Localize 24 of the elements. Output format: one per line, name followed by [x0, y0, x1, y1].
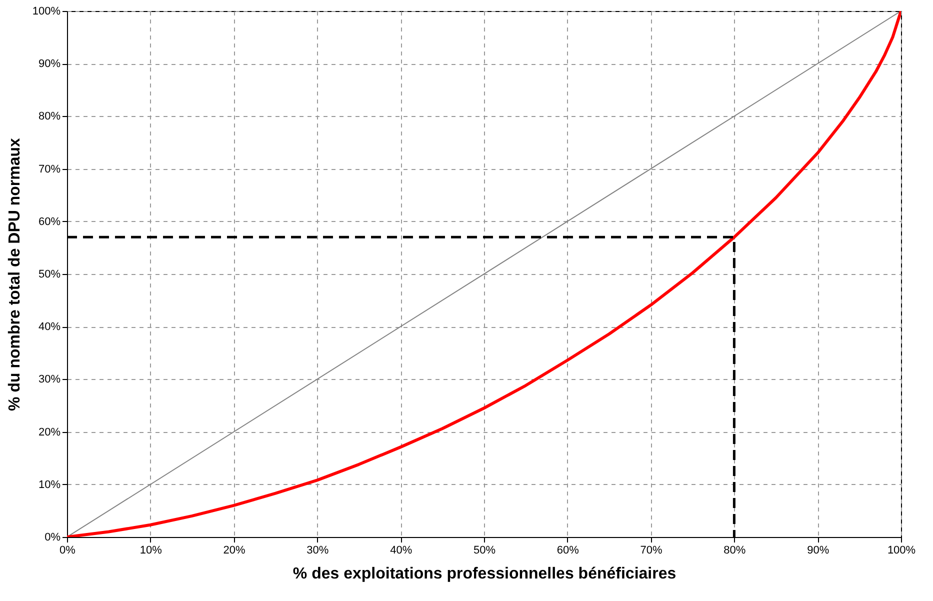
- y-tick-label: 100%: [32, 6, 61, 18]
- x-tick-label: 70%: [640, 544, 663, 556]
- y-tick-label: 80%: [38, 110, 61, 123]
- y-tick-label: 20%: [38, 426, 61, 438]
- y-axis-title: % du nombre total de DPU normaux: [6, 138, 24, 411]
- x-tick-label: 50%: [473, 544, 496, 556]
- y-tick-label: 40%: [38, 321, 61, 334]
- x-tick-label: 30%: [306, 544, 329, 556]
- y-tick-label: 50%: [38, 268, 61, 280]
- x-tick-label: 90%: [807, 544, 830, 556]
- x-tick-label: 100%: [887, 544, 916, 556]
- x-axis-title: % des exploitations professionnelles bénéficiaires: [292, 566, 676, 582]
- y-tick-label: 60%: [38, 216, 61, 228]
- x-tick-label: 60%: [556, 544, 580, 556]
- y-tick-label: 70%: [38, 163, 61, 176]
- x-tick-label: 80%: [724, 544, 746, 556]
- x-tick-label: 20%: [223, 544, 246, 556]
- x-tick-label: 40%: [390, 544, 412, 556]
- y-tick-label: 0%: [44, 532, 61, 544]
- y-tick-label: 90%: [38, 58, 61, 70]
- y-tick-label: 10%: [38, 478, 61, 491]
- x-tick-label: 0%: [60, 544, 76, 556]
- x-tick-label: 10%: [140, 544, 162, 556]
- y-tick-label: 30%: [38, 374, 61, 386]
